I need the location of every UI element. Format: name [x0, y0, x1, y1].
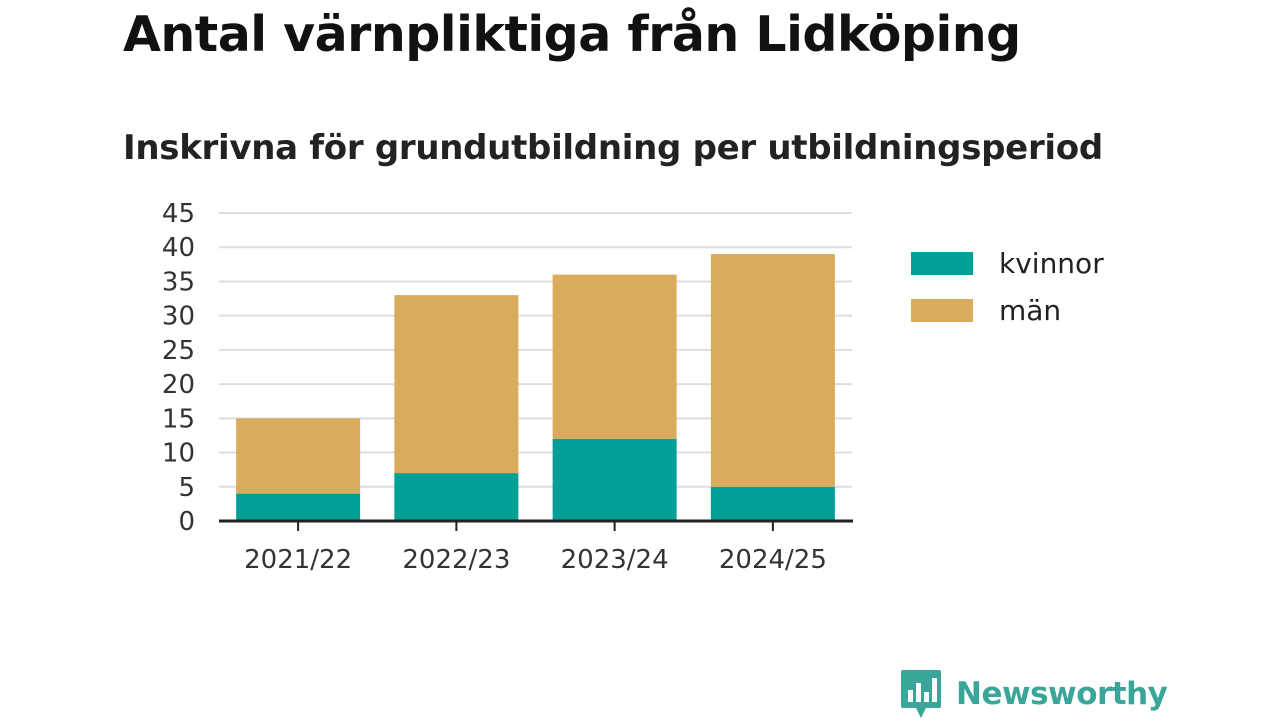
x-tick-label: 2021/22: [244, 545, 352, 575]
y-tick-label: 40: [162, 233, 195, 263]
brand-name: Newsworthy: [956, 676, 1168, 712]
legend-label-man: män: [999, 294, 1062, 327]
bar-kvinnor-2022-23: [394, 473, 519, 521]
legend-item-man: män: [911, 287, 1104, 334]
y-tick-label: 10: [162, 439, 195, 469]
y-tick-label: 30: [162, 302, 195, 332]
bar-man-2022-23: [394, 295, 519, 474]
bar-man-2023-24: [552, 274, 677, 439]
bar-man-2021-22: [236, 418, 361, 494]
x-tick-label: 2023/24: [561, 545, 669, 575]
legend-swatch-man: [911, 299, 973, 322]
bar-man-2024-25: [710, 254, 835, 487]
bar-kvinnor-2024-25: [710, 486, 835, 521]
x-tick-label: 2024/25: [719, 545, 827, 575]
y-tick-label: 25: [162, 336, 195, 366]
legend-item-kvinnor: kvinnor: [911, 240, 1104, 287]
y-tick-label: 35: [162, 267, 195, 297]
y-tick-label: 15: [162, 404, 195, 434]
bar-kvinnor-2023-24: [552, 438, 677, 521]
x-tick-label: 2022/23: [402, 545, 510, 575]
y-tick-label: 45: [162, 199, 195, 229]
chart-title: Antal värnpliktiga från Lidköping: [123, 6, 1021, 63]
y-tick-label: 5: [178, 473, 195, 503]
y-tick-label: 0: [178, 507, 195, 537]
legend-swatch-kvinnor: [911, 252, 973, 275]
chart-subtitle: Inskrivna för grundutbildning per utbild…: [123, 128, 1103, 168]
legend-label-kvinnor: kvinnor: [999, 247, 1104, 280]
newsworthy-chart-bubble-icon: [901, 670, 941, 718]
bar-kvinnor-2021-22: [236, 493, 361, 521]
brand-logo: Newsworthy: [900, 668, 1168, 720]
y-tick-label: 20: [162, 370, 195, 400]
legend: kvinnor män: [911, 240, 1104, 334]
